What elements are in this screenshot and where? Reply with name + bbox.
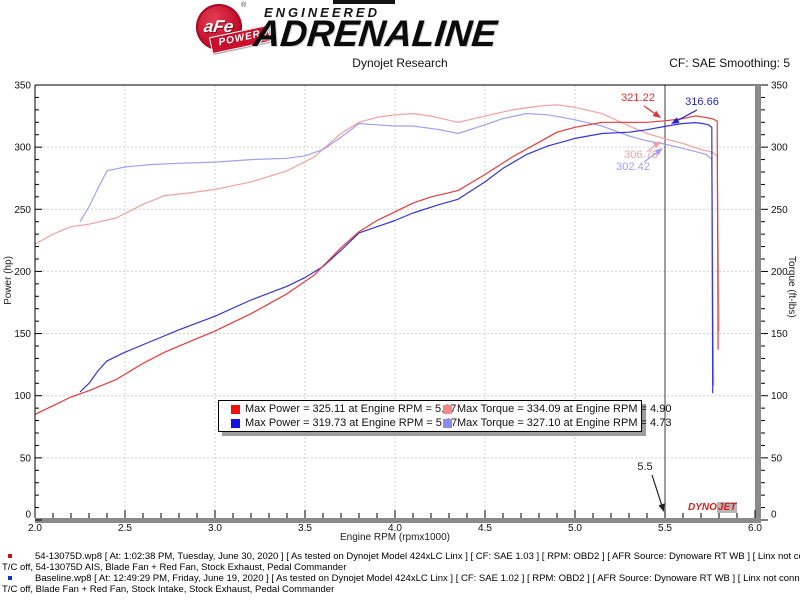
torque-tick-label: 50 <box>771 453 783 464</box>
legend-label: Max Power = 325.11 at Engine RPM = 5.67 <box>245 403 457 415</box>
annotation-arrow-line <box>643 105 655 114</box>
power-tick-label: 300 <box>14 143 31 154</box>
curve-intake-torque <box>34 104 720 332</box>
torque-tick-label: 0 <box>771 510 777 521</box>
annotation-value-label: 321.22 <box>621 92 655 104</box>
annotation-arrow-head <box>652 141 661 149</box>
legend-label: Max Torque = 334.09 at Engine RPM = 4.90 <box>457 403 672 415</box>
annotation-arrow-head <box>658 503 665 512</box>
legend-item-intake-max-torque: Max Torque = 334.09 at Engine RPM = 4.90 <box>443 403 671 415</box>
annotation-arrow-head <box>652 110 661 118</box>
legend-swatch-salmon <box>443 404 452 414</box>
registered-mark: ® <box>241 2 247 9</box>
power-tick-label: 200 <box>14 267 31 278</box>
torque-tick-label: 100 <box>771 391 788 402</box>
run-bullet-blue <box>8 576 12 580</box>
annotation-arrow-line <box>648 145 655 151</box>
chart-title: Dynojet Research <box>352 56 448 70</box>
run-info-line: Baseline.wp8 [ At: 12:49:29 PM, Friday, … <box>35 573 800 584</box>
run-info-baseline: Baseline.wp8 [ At: 12:49:29 PM, Friday, … <box>0 573 800 595</box>
power-tick-label: 250 <box>14 205 31 216</box>
x-axis-bar <box>35 518 761 523</box>
torque-tick-label: 250 <box>771 205 788 216</box>
legend-item-baseline-max-power: Max Power = 319.73 at Engine RPM = 5.67 <box>231 417 457 429</box>
run-info-footer: 54-13075D.wp8 [ At: 1:02:38 PM, Tuesday,… <box>0 551 800 595</box>
legend-swatch-red <box>231 404 240 414</box>
power-tick-label: 50 <box>20 453 32 464</box>
logo-top-bar <box>333 0 395 4</box>
x-axis-label: Engine RPM (rpmx1000) <box>339 532 451 543</box>
legend-item-baseline-max-torque: Max Torque = 327.10 at Engine RPM = 4.73 <box>443 417 671 429</box>
torque-tick-label: 200 <box>771 267 788 278</box>
engineered-wordmark: ENGINEERED <box>264 5 380 20</box>
rpm-tick-label: 4.0 <box>388 523 402 534</box>
power-tick-label: 100 <box>14 391 31 402</box>
curve-baseline-power <box>79 121 714 394</box>
torque-tick-label: 350 <box>771 81 788 92</box>
legend-label: Max Torque = 327.10 at Engine RPM = 4.73 <box>457 417 672 429</box>
torque-tick-label: 150 <box>771 329 788 340</box>
power-tick-label: 0 <box>25 510 31 521</box>
run-info-line: 54-13075D.wp8 [ At: 1:02:38 PM, Tuesday,… <box>35 551 800 562</box>
rpm-tick-label: 5.5 <box>658 523 672 534</box>
curve-baseline-torque <box>79 112 715 386</box>
adrenaline-wordmark: ADRENALINE <box>251 13 499 54</box>
dynojet-watermark-jet: JET <box>716 502 738 513</box>
annotation-value-label: 5.5 <box>637 461 652 473</box>
y-axis-label-torque: Torque (ft-lbs) <box>786 256 797 318</box>
run-info-line: T/C off, Blade Fan + Red Fan, Stock Inta… <box>2 584 335 595</box>
annotation-value-label: 302.42 <box>616 161 650 173</box>
rpm-tick-label: 3.0 <box>208 523 222 534</box>
rpm-tick-label: 2.0 <box>28 523 42 534</box>
curve-intake-power <box>34 115 719 415</box>
annotation-arrow-head <box>654 148 663 156</box>
torque-axis-bar <box>755 85 761 523</box>
y-axis-label-power: Power (hp) <box>3 256 14 305</box>
rpm-tick-label: 5.0 <box>568 523 582 534</box>
legend-swatch-periwinkle <box>443 418 452 428</box>
annotation-arrow-line <box>651 474 663 505</box>
annotation-arrow-line <box>677 109 698 121</box>
rpm-tick-label: 2.5 <box>118 523 132 534</box>
annotation-arrow-head <box>671 117 680 124</box>
dynojet-watermark: DYNOJET <box>688 502 738 513</box>
run-bullet-red <box>8 554 12 558</box>
dynojet-watermark-dyno: DYNO <box>688 502 717 513</box>
rpm-tick-label: 6.0 <box>748 523 762 534</box>
power-tick-label: 150 <box>14 329 31 340</box>
rpm-tick-label: 3.5 <box>298 523 312 534</box>
annotation-value-label: 316.66 <box>685 96 719 108</box>
run-info-intake: 54-13075D.wp8 [ At: 1:02:38 PM, Tuesday,… <box>0 551 800 573</box>
annotation-arrow-line <box>643 152 657 163</box>
legend-swatch-blue <box>231 418 240 428</box>
rpm-tick-label: 4.5 <box>478 523 492 534</box>
legend-item-intake-max-power: Max Power = 325.11 at Engine RPM = 5.67 <box>231 403 456 415</box>
cf-smoothing-label: CF: SAE Smoothing: 5 <box>669 56 790 70</box>
power-tick-label: 350 <box>14 81 31 92</box>
legend-box: Max Power = 325.11 at Engine RPM = 5.67 … <box>218 400 671 432</box>
legend-label: Max Power = 319.73 at Engine RPM = 5.67 <box>245 417 458 429</box>
run-info-line: T/C off, 54-13075D AIS, Blade Fan + Red … <box>2 562 347 573</box>
torque-tick-label: 300 <box>771 143 788 154</box>
